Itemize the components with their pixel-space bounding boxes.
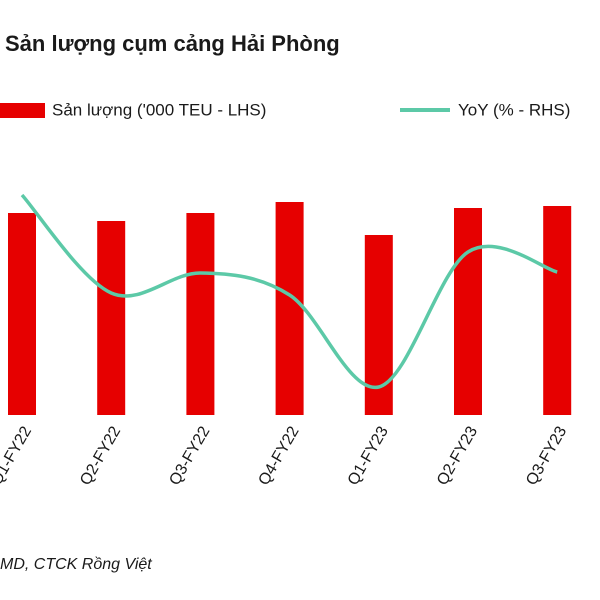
x-tick-label: Q3-FY23 [523,424,570,489]
x-tick-label: Q2-FY22 [77,424,124,489]
legend-label: Sản lượng ('000 TEU - LHS) [52,100,266,119]
bar [275,202,304,415]
source-note: MD, CTCK Rồng Việt [0,556,152,573]
legend-swatch [0,103,45,118]
bar [8,213,36,415]
legend-label: YoY (% - RHS) [458,100,570,119]
chart-title: Sản lượng cụm cảng Hải Phòng [5,31,340,56]
bar [454,208,482,415]
bar [97,221,126,415]
yoy-line [20,193,558,389]
bar [543,206,572,415]
x-tick-label: Q2-FY23 [434,424,481,489]
x-tick-label: Q4-FY22 [256,424,303,489]
x-tick-label: Q3-FY22 [166,424,213,489]
x-tick-label: Q1-FY23 [345,424,392,489]
bar [186,213,215,415]
x-tick-label: Q1-FY22 [0,424,35,489]
